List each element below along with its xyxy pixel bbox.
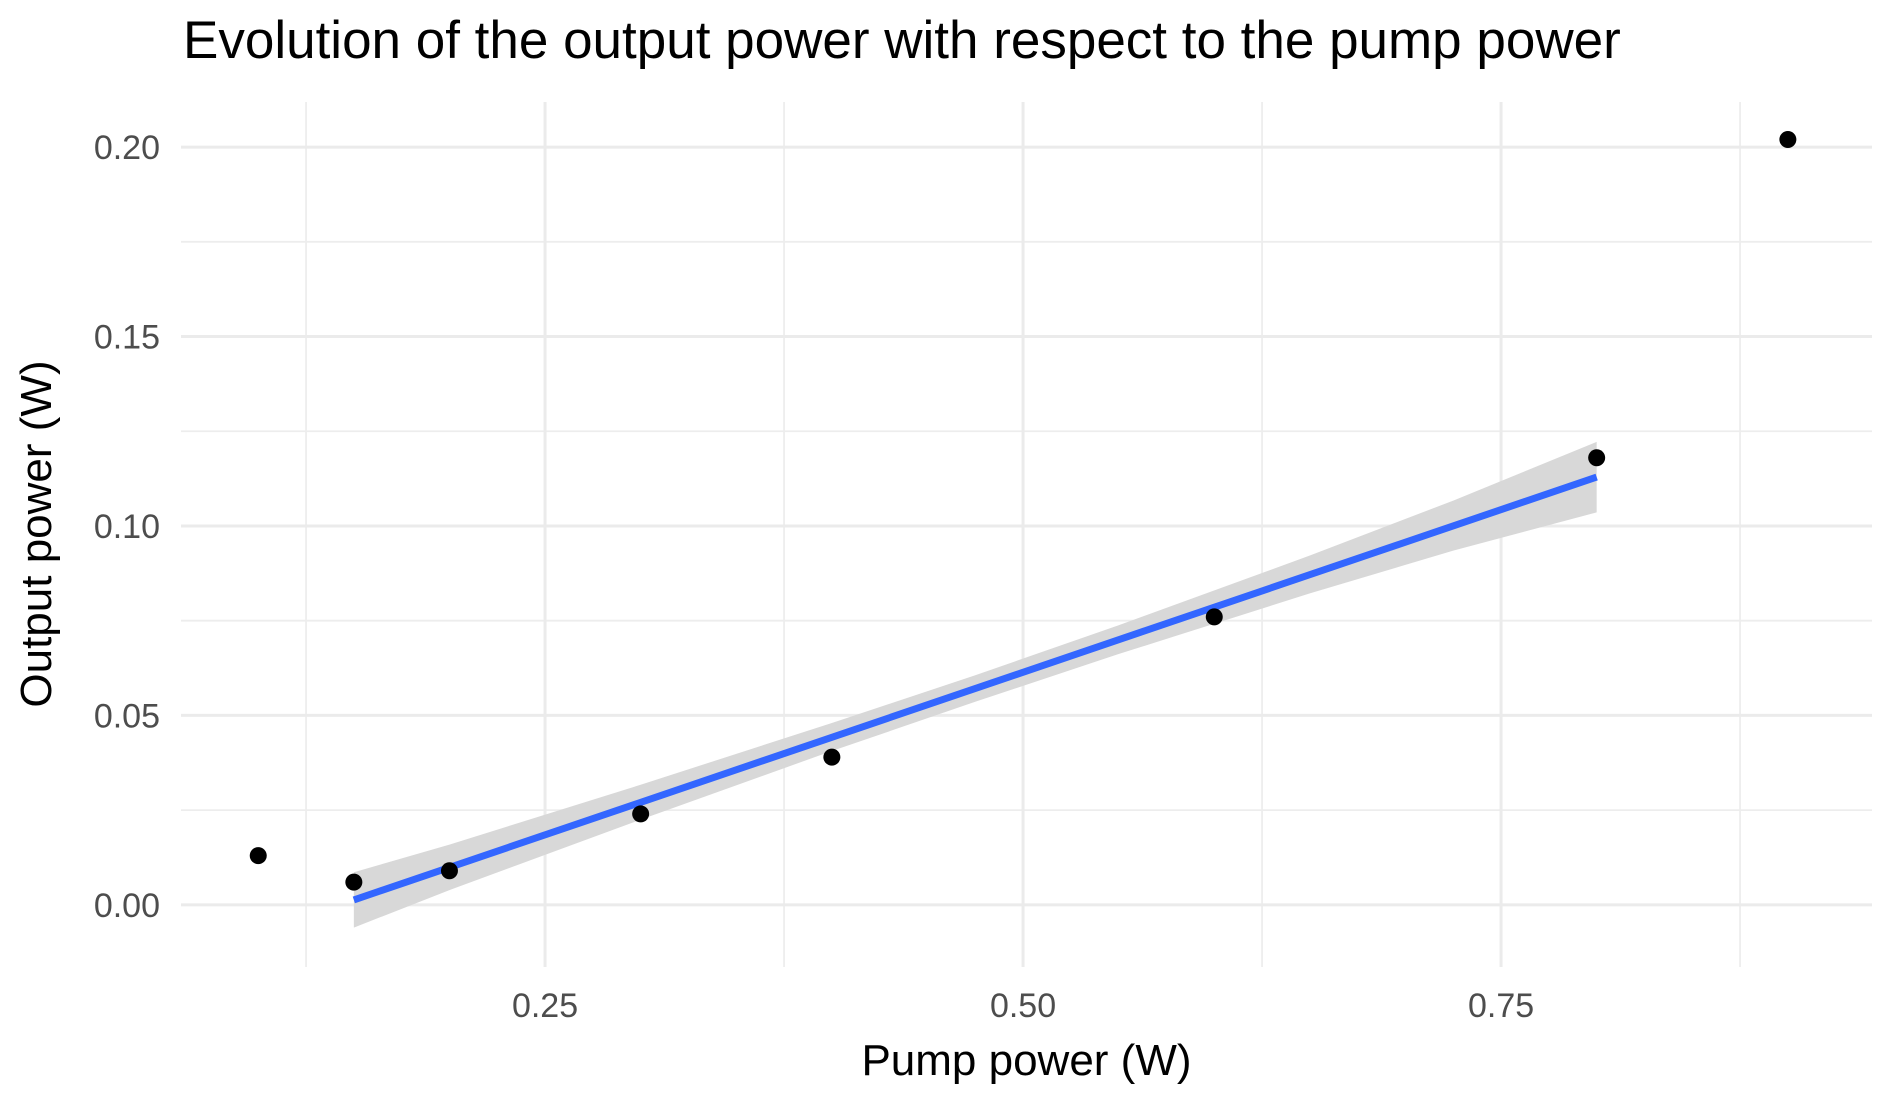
x-tick-label: 0.25 bbox=[512, 987, 578, 1025]
y-tick-label: 0.10 bbox=[94, 508, 160, 546]
y-tick-label: 0.15 bbox=[94, 319, 160, 357]
y-tick-label: 0.00 bbox=[94, 887, 160, 925]
y-tick-label: 0.20 bbox=[94, 129, 160, 167]
data-point bbox=[345, 873, 363, 891]
data-point bbox=[823, 748, 841, 766]
x-axis-title: Pump power (W) bbox=[861, 1036, 1192, 1085]
data-point bbox=[1205, 608, 1223, 626]
y-tick-label: 0.05 bbox=[94, 697, 160, 735]
data-point bbox=[1779, 131, 1797, 149]
confidence-band bbox=[353, 441, 1597, 928]
fit-line bbox=[352, 473, 1598, 904]
data-point bbox=[249, 847, 267, 865]
x-tick-label: 0.75 bbox=[1468, 987, 1534, 1025]
x-tick-label: 0.50 bbox=[990, 987, 1056, 1025]
chart-title: Evolution of the output power with respe… bbox=[183, 11, 1621, 70]
data-point bbox=[440, 862, 458, 880]
data-point bbox=[632, 805, 650, 823]
data-point bbox=[1588, 449, 1606, 467]
